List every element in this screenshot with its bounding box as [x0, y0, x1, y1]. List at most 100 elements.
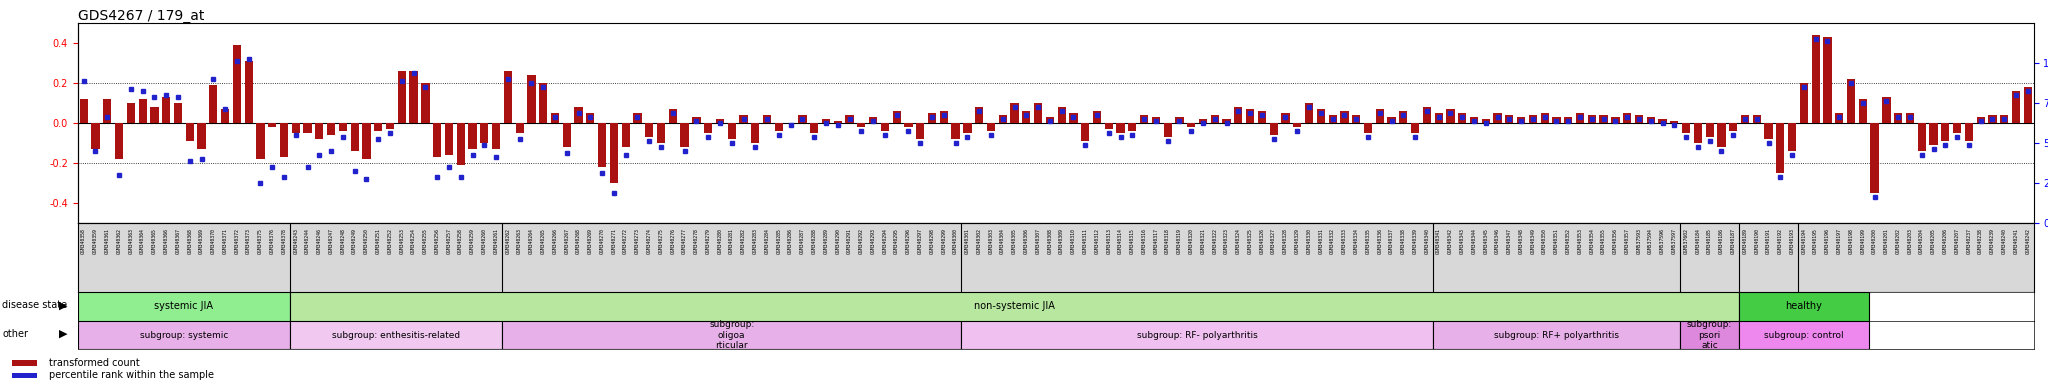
Bar: [78, 292, 291, 321]
Text: GSM340340: GSM340340: [1423, 228, 1430, 254]
Bar: [1151, 117, 1159, 123]
Bar: [1847, 79, 1855, 123]
Bar: [1399, 111, 1407, 123]
Text: GSM340277: GSM340277: [682, 228, 688, 254]
Text: GSM340339: GSM340339: [1413, 228, 1417, 254]
Bar: [127, 103, 135, 123]
Text: other: other: [2, 329, 29, 339]
Text: GSM340349: GSM340349: [1530, 228, 1536, 254]
Bar: [1528, 115, 1538, 123]
Text: GSM340376: GSM340376: [270, 228, 274, 254]
Bar: [961, 321, 1434, 349]
Text: subgroup:
oligoa
rticular: subgroup: oligoa rticular: [709, 320, 754, 350]
Text: GSM340247: GSM340247: [328, 228, 334, 254]
Text: GSM340240: GSM340240: [2001, 228, 2007, 254]
Bar: [1364, 123, 1372, 133]
Text: GSM340276: GSM340276: [670, 228, 676, 254]
Text: GSM340243: GSM340243: [293, 228, 299, 254]
Text: GSM340358: GSM340358: [82, 228, 86, 254]
Bar: [1094, 111, 1102, 123]
Bar: [78, 321, 291, 349]
Text: GSM340347: GSM340347: [1507, 228, 1511, 254]
Text: GSM340309: GSM340309: [1059, 228, 1065, 254]
Text: GSM340241: GSM340241: [2013, 228, 2019, 254]
Bar: [80, 99, 88, 123]
Text: GSM340326: GSM340326: [1260, 228, 1264, 254]
Bar: [1694, 123, 1702, 143]
Bar: [1942, 123, 1950, 141]
Bar: [502, 321, 961, 349]
Text: GSM340366: GSM340366: [164, 228, 168, 254]
Bar: [1800, 83, 1808, 123]
Text: GSM340256: GSM340256: [434, 228, 440, 254]
Bar: [1835, 113, 1843, 123]
Text: GSM340333: GSM340333: [1341, 228, 1348, 254]
Text: GSM340307: GSM340307: [1036, 228, 1040, 254]
Bar: [1104, 123, 1112, 129]
Text: GSM340269: GSM340269: [588, 228, 592, 254]
Text: GSM340199: GSM340199: [1860, 228, 1866, 254]
Text: GSM340285: GSM340285: [776, 228, 782, 254]
Bar: [1176, 117, 1184, 123]
Text: GSM340187: GSM340187: [1731, 228, 1737, 254]
Text: GSM340248: GSM340248: [340, 228, 346, 254]
Text: GSM340250: GSM340250: [365, 228, 369, 254]
Text: ▶: ▶: [59, 300, 68, 310]
Text: GSM340302: GSM340302: [977, 228, 981, 254]
Bar: [1739, 292, 1868, 321]
Bar: [975, 107, 983, 123]
Text: GSM340295: GSM340295: [895, 228, 899, 254]
Bar: [2001, 115, 2009, 123]
Bar: [1812, 35, 1821, 123]
Bar: [504, 71, 512, 123]
Text: systemic JIA: systemic JIA: [154, 301, 213, 311]
Bar: [1894, 113, 1903, 123]
Text: non-systemic JIA: non-systemic JIA: [975, 301, 1055, 311]
Bar: [1434, 321, 1679, 349]
Text: GSM340196: GSM340196: [1825, 228, 1831, 254]
Bar: [1823, 37, 1831, 123]
Text: GSM340304: GSM340304: [999, 228, 1006, 254]
Text: GSM340272: GSM340272: [623, 228, 629, 254]
Text: GSM340317: GSM340317: [1153, 228, 1159, 254]
Bar: [963, 123, 971, 133]
Text: GSM340368: GSM340368: [186, 228, 193, 254]
Text: GSM340266: GSM340266: [553, 228, 557, 254]
Text: GSM340308: GSM340308: [1047, 228, 1053, 254]
Bar: [291, 123, 299, 133]
Text: GSM340372: GSM340372: [233, 228, 240, 254]
Text: GSM340200: GSM340200: [1872, 228, 1878, 254]
Text: subgroup: control: subgroup: control: [1763, 331, 1843, 339]
Text: GSM340369: GSM340369: [199, 228, 205, 254]
Text: GSM340362: GSM340362: [117, 228, 121, 254]
Bar: [186, 123, 195, 141]
Text: GSM340301: GSM340301: [965, 228, 971, 254]
Text: GSM340284: GSM340284: [764, 228, 770, 254]
Bar: [705, 123, 713, 133]
Bar: [846, 115, 854, 123]
Text: GSM340322: GSM340322: [1212, 228, 1217, 254]
Bar: [410, 71, 418, 123]
Text: GSM340338: GSM340338: [1401, 228, 1405, 254]
Bar: [256, 123, 264, 159]
Bar: [1141, 115, 1149, 123]
Bar: [1245, 109, 1253, 123]
Text: GSM340268: GSM340268: [575, 228, 582, 254]
Bar: [1907, 113, 1915, 123]
Bar: [1081, 123, 1090, 141]
Bar: [811, 123, 819, 133]
Text: subgroup: systemic: subgroup: systemic: [139, 331, 227, 339]
Text: GSM340195: GSM340195: [1812, 228, 1819, 254]
Bar: [1929, 123, 1937, 145]
Bar: [1317, 109, 1325, 123]
Text: GSM340342: GSM340342: [1448, 228, 1452, 254]
Bar: [1305, 103, 1313, 123]
Bar: [375, 123, 383, 131]
Bar: [1386, 117, 1395, 123]
Text: GSM340321: GSM340321: [1200, 228, 1206, 254]
Bar: [1022, 111, 1030, 123]
Bar: [657, 123, 666, 143]
Text: ▶: ▶: [59, 329, 68, 339]
Text: GSM340306: GSM340306: [1024, 228, 1028, 254]
Bar: [1575, 113, 1585, 123]
